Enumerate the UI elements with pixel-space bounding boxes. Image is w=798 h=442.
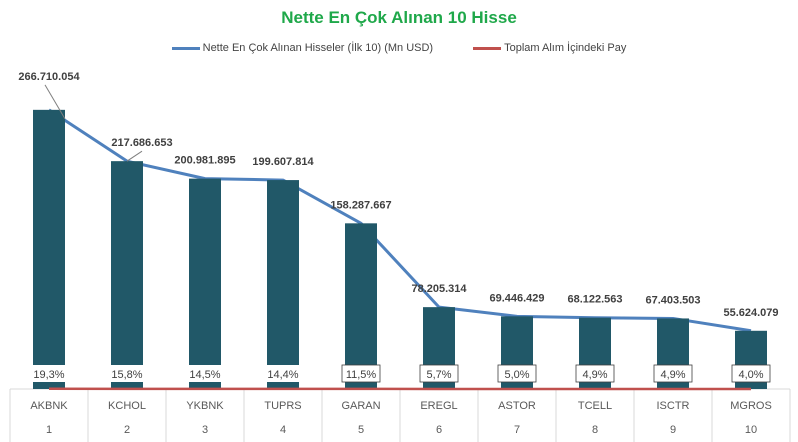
legend-item-share: Toplam Alım İçindeki Pay (473, 42, 626, 54)
share-label: 5,0% (504, 369, 529, 381)
bar-garan (345, 223, 377, 389)
share-label: 14,5% (189, 369, 220, 381)
category-label: GARAN (341, 400, 380, 412)
category-label: KCHOL (108, 400, 146, 412)
share-label-box (653, 364, 693, 383)
share-label: 4,0% (738, 369, 763, 381)
share-label: 4,9% (660, 369, 685, 381)
rank-label: 10 (745, 424, 757, 436)
value-label: 199.607.814 (252, 156, 314, 168)
share-label-box (341, 364, 381, 383)
share-label-box (731, 364, 771, 383)
share-label: 14,4% (267, 369, 298, 381)
share-label-box (186, 365, 224, 382)
category-label: AKBNK (30, 400, 68, 412)
share-label-box (30, 365, 68, 382)
rank-label: 6 (436, 424, 442, 436)
share-label-box (108, 365, 146, 382)
share-label-box (264, 365, 302, 382)
bar-ykbnk (189, 178, 221, 389)
leader-line (126, 150, 143, 162)
bar-tuprs (267, 180, 299, 389)
rank-label: 8 (592, 424, 598, 436)
category-label: ISCTR (657, 400, 690, 412)
category-label: TCELL (578, 400, 612, 412)
rank-label: 1 (46, 424, 52, 436)
bar-kchol (111, 161, 143, 389)
bar-akbnk (33, 109, 65, 389)
legend-label: Nette En Çok Alınan Hisseler (İlk 10) (M… (202, 42, 434, 54)
legend-swatch-red (473, 46, 502, 50)
value-label: 266.710.054 (18, 71, 80, 83)
chart-title: Nette En Çok Alınan 10 Hisse (281, 8, 517, 27)
category-label: TUPRS (264, 400, 301, 412)
rank-label: 3 (202, 424, 208, 436)
category-label: ASTOR (498, 400, 536, 412)
legend-label: Toplam Alım İçindeki Pay (504, 42, 627, 54)
category-label: EREGL (420, 400, 457, 412)
leader-line (44, 84, 66, 120)
legend-item-amount: Nette En Çok Alınan Hisseler (İlk 10) (M… (171, 42, 434, 54)
share-label: 4,9% (582, 369, 607, 381)
share-label: 19,3% (33, 369, 64, 381)
value-label: 68.122.563 (567, 294, 622, 306)
share-label-box (419, 364, 459, 383)
rank-label: 9 (670, 424, 676, 436)
share-label-box (575, 364, 615, 383)
value-label: 217.686.653 (111, 137, 172, 149)
rank-label: 4 (280, 424, 286, 436)
legend: Nette En Çok Alınan Hisseler (İlk 10) (M… (0, 42, 798, 54)
share-label: 11,5% (346, 369, 377, 381)
rank-label: 5 (358, 424, 364, 436)
category-label: MGROS (730, 400, 772, 412)
amount-line (48, 108, 752, 333)
value-label: 67.403.503 (645, 294, 700, 306)
rank-label: 7 (514, 424, 520, 436)
category-label: YKBNK (186, 400, 224, 412)
share-label: 15,8% (111, 369, 142, 381)
value-label: 158.287.667 (330, 199, 391, 211)
rank-label: 2 (124, 424, 130, 436)
value-label: 55.624.079 (723, 307, 778, 319)
share-label-box (497, 364, 537, 383)
value-label: 69.446.429 (489, 292, 544, 304)
value-label: 78.205.314 (411, 283, 467, 295)
value-label: 200.981.895 (174, 155, 235, 167)
share-label: 5,7% (426, 369, 451, 381)
legend-swatch-blue (171, 46, 200, 50)
